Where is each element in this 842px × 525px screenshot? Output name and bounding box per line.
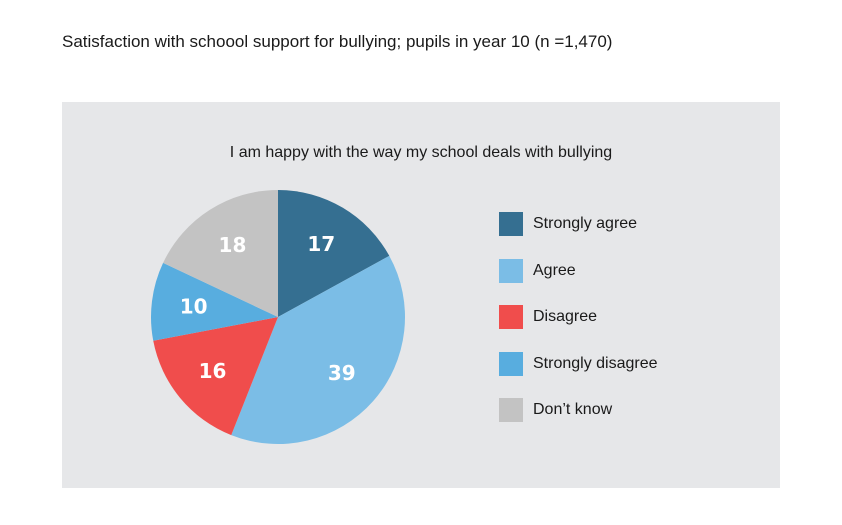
legend-item-disagree: Disagree bbox=[499, 305, 658, 329]
pie-chart: 17 39 16 10 18 bbox=[151, 190, 405, 444]
legend-item-strongly-agree: Strongly agree bbox=[499, 212, 658, 236]
legend-item-agree: Agree bbox=[499, 258, 658, 283]
legend-item-strongly-disagree: Strongly disagree bbox=[499, 351, 658, 376]
legend-label: Disagree bbox=[533, 308, 598, 325]
data-label-strongly-agree: 17 bbox=[307, 232, 335, 256]
chart-panel: I am happy with the way my school deals … bbox=[62, 102, 780, 488]
chart-title: I am happy with the way my school deals … bbox=[229, 144, 613, 161]
legend: Strongly agree Agree Disagree Strongly disa… bbox=[499, 212, 658, 445]
legend-swatch bbox=[499, 305, 523, 329]
pie-slice-disagree bbox=[153, 317, 278, 436]
page-title: Satisfaction with schoool support for bu… bbox=[62, 32, 613, 51]
data-label-don-t-know: 18 bbox=[219, 233, 247, 257]
legend-label: Strongly disagree bbox=[533, 354, 658, 372]
pie-slice-agree bbox=[231, 255, 405, 444]
pie-slice-strongly-disagree bbox=[151, 262, 278, 341]
legend-swatch bbox=[499, 351, 523, 376]
data-label-strongly-disagree: 10 bbox=[180, 294, 208, 318]
data-label-agree: 39 bbox=[328, 361, 356, 385]
legend-label: Agree bbox=[533, 261, 576, 279]
pie-slice-don-t-know bbox=[163, 190, 278, 317]
data-label-disagree: 16 bbox=[199, 359, 227, 383]
legend-swatch bbox=[499, 258, 523, 283]
legend-item-don-t-know: Don’t know bbox=[499, 398, 658, 422]
legend-label: Strongly agree bbox=[533, 215, 638, 232]
pie-slice-strongly-agree bbox=[278, 190, 390, 317]
legend-label: Don’t know bbox=[533, 401, 613, 418]
legend-swatch bbox=[499, 398, 523, 422]
legend-swatch bbox=[499, 212, 523, 236]
